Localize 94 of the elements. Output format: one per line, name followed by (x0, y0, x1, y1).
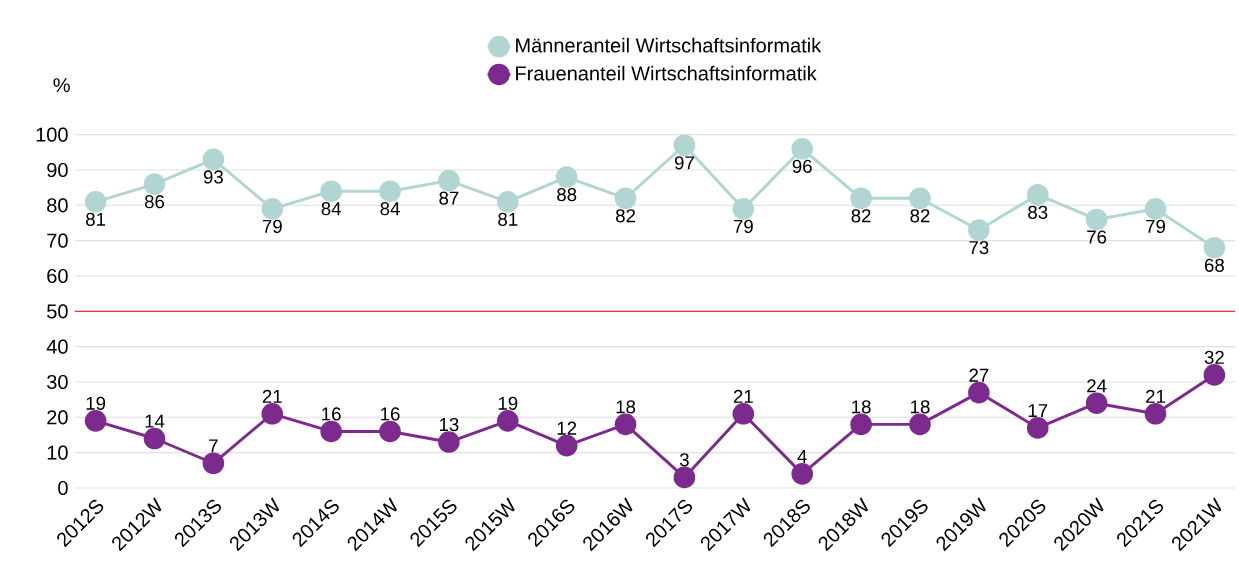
data-label: 83 (1028, 205, 1048, 219)
data-label: 21 (262, 389, 282, 403)
data-label: 81 (498, 212, 518, 226)
data-label: 93 (203, 170, 223, 184)
data-label: 16 (381, 407, 400, 421)
data-label: 84 (321, 202, 341, 216)
data-label: 32 (1204, 350, 1224, 364)
data-label: 14 (145, 414, 165, 428)
data-label: 79 (1146, 219, 1165, 234)
data-label: 88 (557, 187, 577, 202)
point (438, 431, 460, 453)
point (261, 198, 284, 220)
point (791, 463, 814, 485)
point (202, 452, 225, 475)
data-label: 81 (86, 212, 106, 226)
point (909, 187, 931, 210)
data-label: 79 (262, 219, 282, 234)
data-label: 16 (322, 407, 341, 421)
y-axis-title: % (53, 78, 70, 93)
data-label: 21 (733, 389, 753, 403)
data-label: 79 (733, 219, 753, 234)
point (555, 434, 578, 457)
data-label: 68 (1204, 258, 1224, 272)
point (673, 466, 696, 489)
point (84, 410, 107, 432)
y-tick-label: 20 (47, 410, 68, 425)
data-label: 18 (616, 400, 636, 414)
data-label: 12 (557, 421, 577, 435)
point (555, 166, 578, 188)
point (614, 413, 637, 436)
point (850, 413, 872, 436)
data-label: 97 (674, 156, 694, 170)
y-tick-label: 10 (47, 445, 68, 460)
data-label: 27 (969, 368, 989, 382)
point (1144, 198, 1167, 220)
point (1203, 364, 1226, 386)
data-label: 86 (144, 195, 165, 209)
point (614, 187, 637, 210)
data-label: 19 (86, 396, 106, 410)
point (379, 180, 401, 202)
point (438, 169, 460, 192)
point (1144, 402, 1167, 425)
data-label: 7 (209, 439, 218, 453)
data-label: 4 (797, 450, 807, 463)
y-tick-label: 100 (36, 127, 68, 142)
data-label: 18 (911, 400, 930, 414)
point (261, 402, 284, 425)
data-label: 82 (851, 209, 871, 223)
y-tick-label: 0 (58, 480, 68, 496)
point (143, 427, 166, 450)
legend-label: Frauenanteil Wirtschaftsinformatik (516, 65, 817, 81)
point (84, 190, 107, 213)
data-label: 24 (1087, 379, 1107, 393)
y-tick-label: 70 (47, 233, 68, 248)
point (496, 410, 519, 432)
point (850, 187, 872, 210)
point (1203, 236, 1226, 259)
point (732, 402, 755, 425)
data-label: 96 (792, 159, 812, 173)
y-tick-label: 40 (46, 339, 68, 354)
data-label: 84 (380, 202, 400, 216)
point (1026, 417, 1049, 439)
data-label: 87 (439, 191, 459, 205)
point (496, 190, 519, 213)
point (1085, 208, 1108, 231)
point (968, 381, 990, 404)
point (320, 420, 342, 443)
point (1085, 392, 1108, 414)
y-tick-label: 50 (47, 304, 68, 319)
data-label: 13 (439, 417, 459, 432)
y-tick-label: 90 (47, 162, 68, 178)
y-tick-label: 30 (47, 374, 68, 390)
point (791, 137, 814, 160)
data-label: 3 (679, 453, 689, 467)
data-label: 17 (1028, 404, 1048, 417)
data-label: 82 (616, 209, 636, 223)
point (673, 134, 696, 157)
y-tick-label: 80 (47, 198, 68, 213)
point (732, 198, 755, 220)
data-label: 21 (1146, 389, 1165, 403)
point (909, 413, 931, 436)
legend-label: Männeranteil Wirtschaftsinformatik (516, 37, 822, 53)
data-label: 82 (910, 209, 930, 223)
point (143, 173, 166, 195)
y-tick-label: 60 (47, 268, 68, 284)
point (202, 148, 225, 171)
data-label: 73 (969, 240, 989, 255)
data-label: 19 (498, 396, 518, 410)
point (379, 420, 401, 443)
point (1026, 183, 1049, 206)
point (320, 180, 342, 202)
data-label: 18 (852, 400, 871, 414)
data-label: 76 (1087, 230, 1107, 244)
point (968, 219, 990, 241)
